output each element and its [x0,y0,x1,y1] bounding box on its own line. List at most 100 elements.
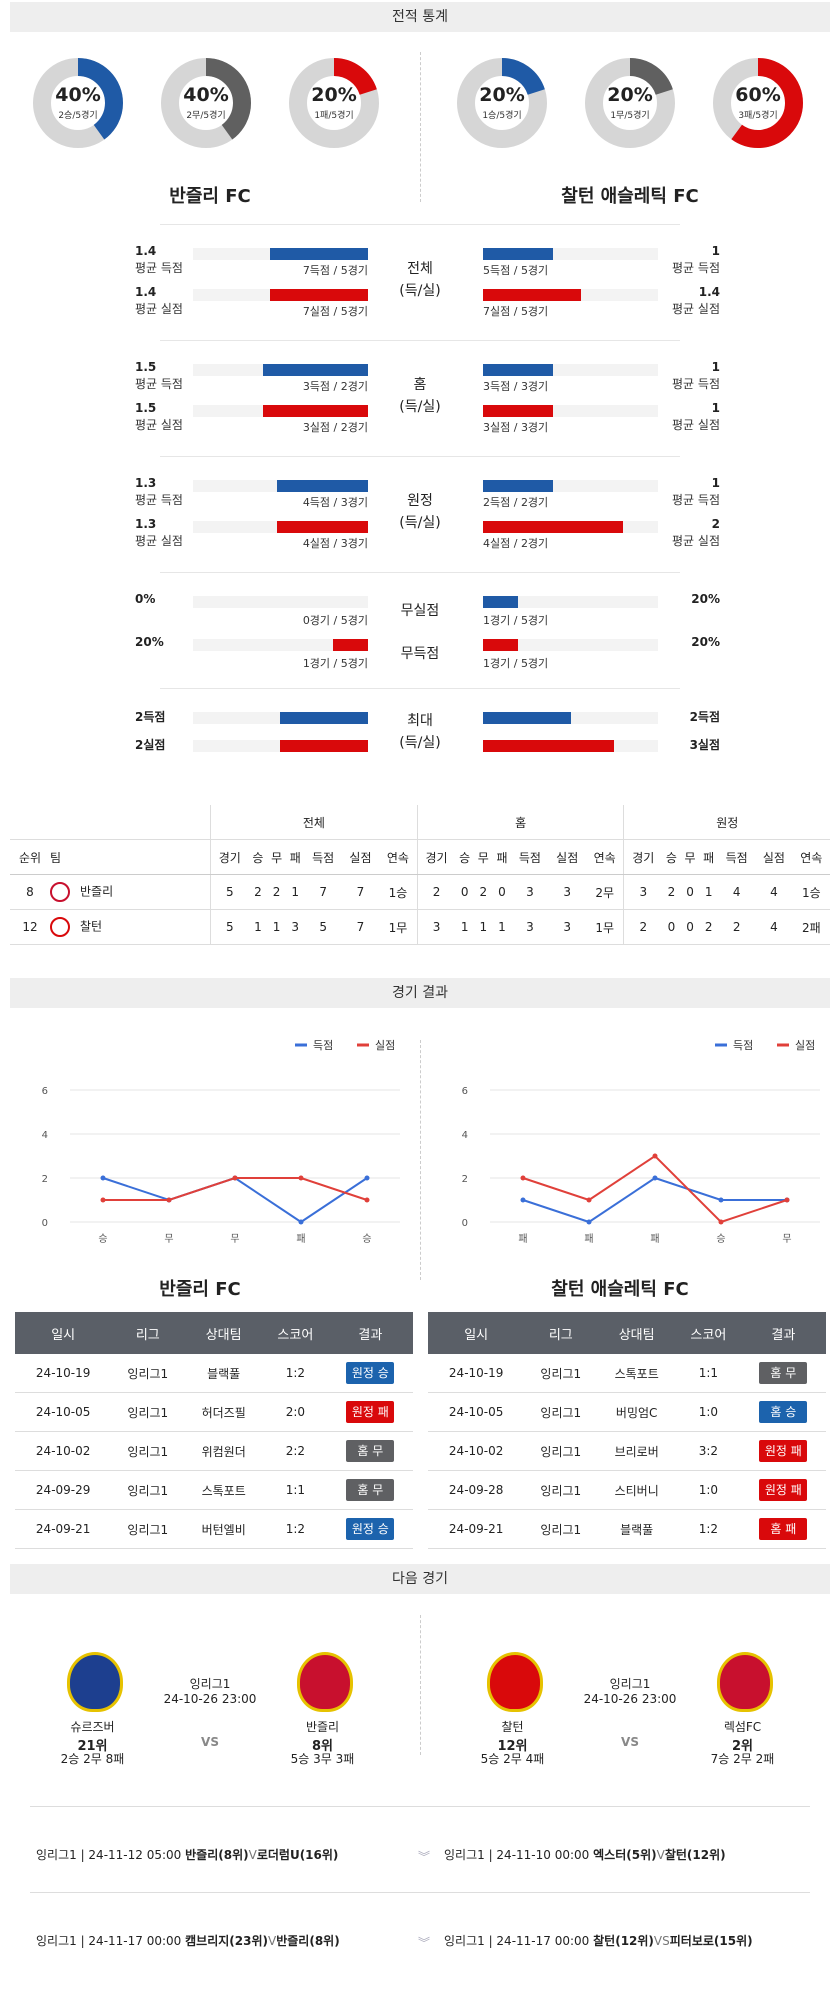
standings-row[interactable]: 8 반즐리 5 2 2 1 7 7 1승 2 0 2 0 3 3 2무 3 2 0 1 4 4 1승 [10,874,830,910]
results-row[interactable]: 24-10-19 잉리그1 블랙풀 1:2 원정 승 [15,1354,413,1393]
data-point [586,1197,592,1203]
donut-record: 1패/5경기 [314,111,354,121]
away-value: 2득점 [689,710,720,724]
team-name[interactable]: 슈르즈버 [70,1720,115,1734]
win-rate-donut: 40% 2무/5경기 [161,58,251,148]
group-sublabel: (득/실) [399,515,441,531]
future-fixture-home[interactable]: 잉리그1 | 24-11-17 00:00 캠브리지(23위)V반즐리(8위) [36,1932,340,1949]
away-caption: 1경기 / 5경기 [483,657,549,670]
standings-cell: 3 [511,874,549,910]
team-name[interactable]: 찰턴 [501,1720,524,1734]
home-caption: 3실점 / 2경기 [302,421,368,434]
team-cell[interactable]: 반즐리 [50,874,211,910]
result-opp: 스티버니 [597,1470,677,1510]
team-rank: 8위 [311,1739,333,1754]
section-header-results: 경기 결과 [10,978,830,1008]
donut-percent: 20% [607,84,653,106]
results-row[interactable]: 24-10-02 잉리그1 브리로버 3:2 원정 패 [428,1431,826,1471]
standings-col-head: 경기 [623,839,663,875]
fixture-meta: 잉리그1 | 24-11-10 00:00 [444,1848,590,1862]
standings-cell: 2 [662,874,681,910]
standings-cell: 0 [680,909,700,945]
standings-group-head: 원정 [623,805,830,840]
away-team-title: 찰턴 애슬레틱 FC [561,186,699,207]
section-header-stats: 전적 통계 [10,2,830,32]
data-point [586,1219,592,1225]
donut-arc [289,58,379,148]
away-bar [483,289,581,301]
away-bar [483,521,623,533]
standings-cell: 1 [474,909,493,945]
standings-cell: 2 [699,909,719,945]
home-caption: 7득점 / 5경기 [302,264,368,277]
series-line-1 [522,1154,788,1224]
standings-col-head: 실점 [548,839,586,875]
x-tick-label: 패 [650,1233,659,1245]
result-score: 2:2 [263,1431,328,1471]
away-score-chart: 0 2 4 6 패 패 패 승 무 득점 실점 [430,1025,830,1265]
team-name[interactable]: 렉섬FC [723,1720,762,1734]
donut-arc [457,58,547,148]
team-record: 5승 2무 4패 [480,1752,545,1766]
data-point [166,1197,172,1203]
standings-col-head: 무 [267,839,286,875]
results-row[interactable]: 24-09-21 잉리그1 버턴엘비 1:2 원정 승 [15,1509,413,1549]
data-point [100,1197,106,1203]
results-row[interactable]: 24-10-19 잉리그1 스톡포트 1:1 홈 무 [428,1354,826,1393]
team-name[interactable]: 반즐리 [305,1720,340,1734]
team-head: 팀 [50,839,211,875]
results-row[interactable]: 24-10-05 잉리그1 허더즈필 2:0 원정 패 [15,1392,413,1432]
donut-percent: 20% [479,84,525,106]
standings-cell: 5 [304,909,342,945]
future-fixture-away[interactable]: 잉리그1 | 24-11-10 00:00 엑스터(5위)V찰턴(12위) [444,1846,726,1863]
away-caption: 1경기 / 5경기 [483,614,549,627]
data-point [718,1219,724,1225]
result-league: 잉리그1 [111,1509,185,1549]
away-bar [483,364,553,376]
team-name: 찰턴 [80,919,103,934]
future-fixture-away[interactable]: 잉리그1 | 24-11-17 00:00 찰턴(12위)VS피터보로(15위) [444,1932,753,1949]
clean-label: 무득점 [400,646,440,662]
result-score: 1:1 [676,1354,741,1393]
results-row[interactable]: 24-09-21 잉리그1 블랙풀 1:2 홈 패 [428,1509,826,1549]
future-fixture-home[interactable]: 잉리그1 | 24-11-12 05:00 반즐리(8위)V로더럼U(16위) [36,1846,338,1863]
home-bar [280,740,368,752]
data-point [298,1219,304,1225]
results-row[interactable]: 24-10-02 잉리그1 위컴원더 2:2 홈 무 [15,1431,413,1471]
result-score: 1:0 [676,1392,741,1432]
team-cell[interactable]: 찰턴 [50,909,211,945]
standings-cell: 2 [267,874,286,910]
y-tick-label: 6 [462,1086,468,1097]
standings-cell: 2 [623,909,663,945]
club-crest-icon [487,1652,543,1712]
result-score: 1:2 [676,1509,741,1549]
home-label: 평균 실점 [135,418,183,432]
x-tick-label: 무 [230,1234,239,1245]
away-results-title: 찰턴 애슬레틱 FC [551,1279,689,1300]
home-bar-track [193,596,368,608]
y-tick-label: 0 [462,1218,468,1229]
result-league: 잉리그1 [111,1354,185,1393]
fixture-team: 로더럼U(16위) [256,1848,339,1862]
results-row[interactable]: 24-09-29 잉리그1 스톡포트 1:1 홈 무 [15,1470,413,1510]
club-crest-icon [717,1652,773,1712]
standings-cell: 3 [548,874,586,910]
vs-label: VS [201,1735,219,1749]
standings-cell: 3 [285,909,305,945]
x-tick-label: 패 [584,1233,593,1245]
result-badge: 홈 무 [346,1479,395,1501]
donut-percent: 60% [735,84,781,106]
standings-row[interactable]: 12 찰턴 5 1 1 3 5 7 1무 3 1 1 1 3 3 1무 2 0 0 2 2 4 2패 [10,909,830,945]
x-tick-label: 승 [98,1233,107,1245]
data-point [364,1197,370,1203]
club-crest-icon [297,1652,353,1712]
results-row[interactable]: 24-10-05 잉리그1 버밍엄C 1:0 홈 승 [428,1392,826,1432]
standings-cell: 0 [455,874,474,910]
standings-cell: 1 [248,909,268,945]
club-crest-icon [50,917,70,937]
away-label: 평균 실점 [672,534,720,548]
results-row[interactable]: 24-09-28 잉리그1 스티버니 1:0 원정 패 [428,1470,826,1510]
x-tick-label: 무 [164,1234,173,1245]
result-badge: 홈 무 [759,1362,808,1384]
result-score: 1:1 [263,1470,328,1510]
